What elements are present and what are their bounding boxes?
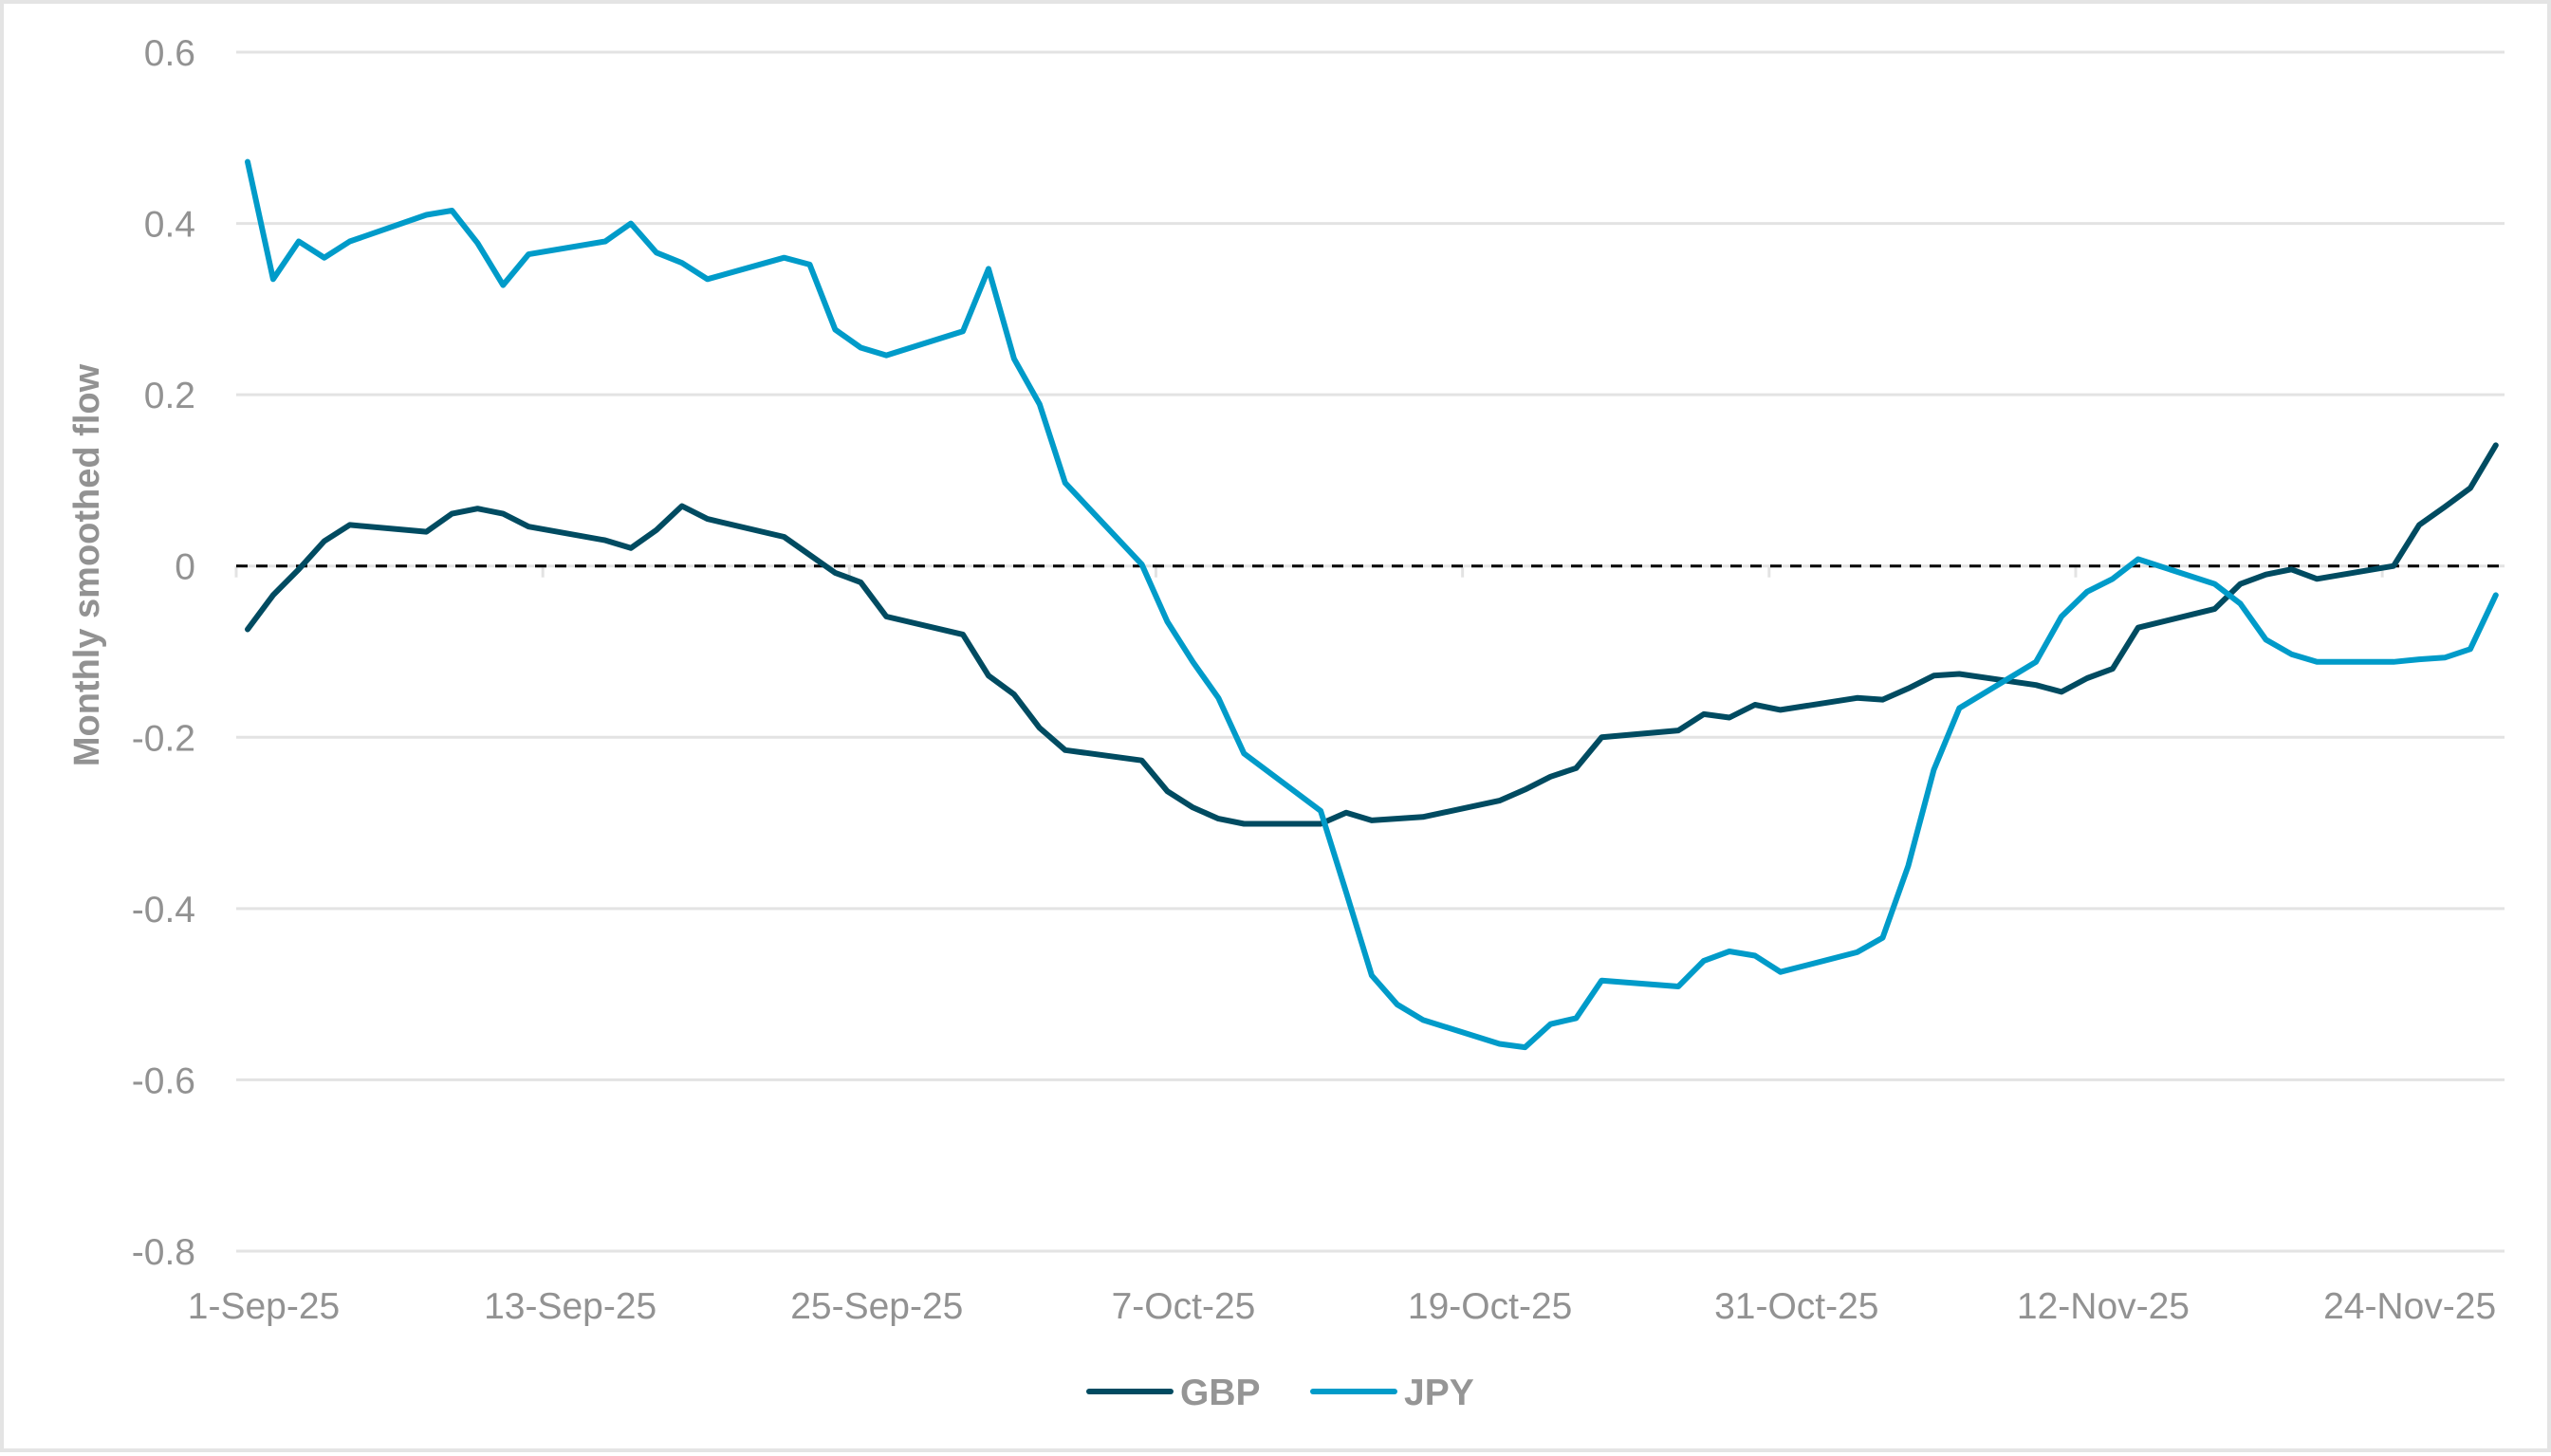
x-tick-label: 31-Oct-25: [1714, 1286, 1878, 1327]
y-tick-label: -0.2: [132, 718, 195, 759]
y-tick-label: -0.8: [132, 1232, 195, 1273]
legend-label-gbp: GBP: [1180, 1373, 1261, 1413]
legend-item-jpy[interactable]: JPY: [1310, 1373, 1474, 1413]
x-axis-tick-labels: 1-Sep-25 13-Sep-25 25-Sep-25 7-Oct-25 19-Oct…: [188, 1286, 2496, 1327]
legend-label-jpy: JPY: [1404, 1373, 1474, 1413]
y-tick-label: -0.6: [132, 1060, 195, 1101]
x-tick-label: 13-Sep-25: [484, 1286, 656, 1327]
line-chart: 0.6 0.4 0.2 0 -0.2 -0.4 -0.6 -0.8 1-Sep-25 13-Se…: [67, 33, 2505, 1413]
y-tick-label: -0.4: [132, 890, 195, 931]
x-tick-label: 1-Sep-25: [188, 1286, 340, 1327]
series-line-gbp: [245, 442, 2499, 827]
x-tick-label: 7-Oct-25: [1112, 1286, 1256, 1327]
x-tick-label: 12-Nov-25: [2017, 1286, 2190, 1327]
y-tick-label: 0.4: [144, 205, 195, 246]
x-tick-label: 25-Sep-25: [790, 1286, 963, 1327]
gridlines: [234, 50, 2505, 1253]
legend: GBP JPY: [1086, 1373, 1474, 1413]
x-tick-label: 19-Oct-25: [1408, 1286, 1572, 1327]
y-tick-label: 0: [175, 547, 195, 588]
series-lines: [245, 158, 2499, 1051]
y-axis-tick-labels: 0.6 0.4 0.2 0 -0.2 -0.4 -0.6 -0.8: [132, 33, 195, 1273]
y-axis-title: Monthly smoothed flow: [67, 363, 107, 766]
y-tick-label: 0.2: [144, 376, 195, 416]
y-tick-label: 0.6: [144, 33, 195, 74]
legend-item-gbp[interactable]: GBP: [1086, 1373, 1261, 1413]
series-line-jpy: [245, 158, 2499, 1051]
x-tick-label: 24-Nov-25: [2323, 1286, 2496, 1327]
